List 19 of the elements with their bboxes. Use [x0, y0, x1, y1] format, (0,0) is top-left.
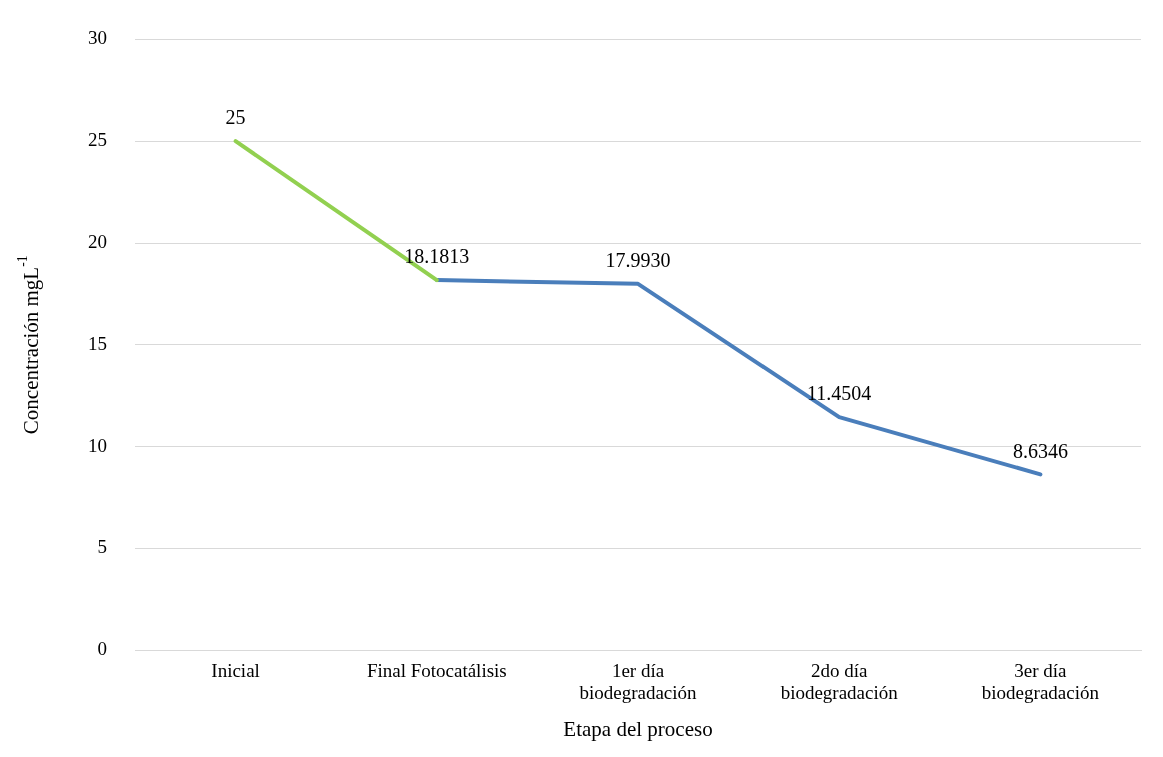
x-tick-label: 2do día biodegradación	[780, 659, 899, 704]
x-axis-title: Etapa del proceso	[563, 716, 713, 741]
data-label: 17.9930	[605, 249, 671, 272]
data-label: 8.6346	[1012, 439, 1068, 462]
y-tick-label: 15	[88, 332, 107, 354]
data-label: 25	[225, 106, 246, 129]
x-tick-label: 1er día biodegradación	[579, 659, 698, 704]
y-tick-label: 10	[88, 434, 107, 456]
y-axis-title: Concentración mgL-1	[15, 255, 43, 435]
x-tick-label: Final Fotocatálisis	[366, 659, 507, 681]
y-tick-label: 30	[88, 27, 107, 49]
x-tick-label: 3er día biodegradación	[981, 659, 1100, 704]
data-label: 18.1813	[404, 245, 470, 268]
y-tick-label: 25	[88, 129, 107, 151]
y-tick-label: 5	[97, 536, 107, 558]
x-tick-label: Inicial	[211, 659, 260, 681]
y-tick-label: 20	[88, 230, 107, 252]
data-label: 11.4504	[807, 382, 872, 405]
y-tick-label: 0	[97, 638, 107, 660]
